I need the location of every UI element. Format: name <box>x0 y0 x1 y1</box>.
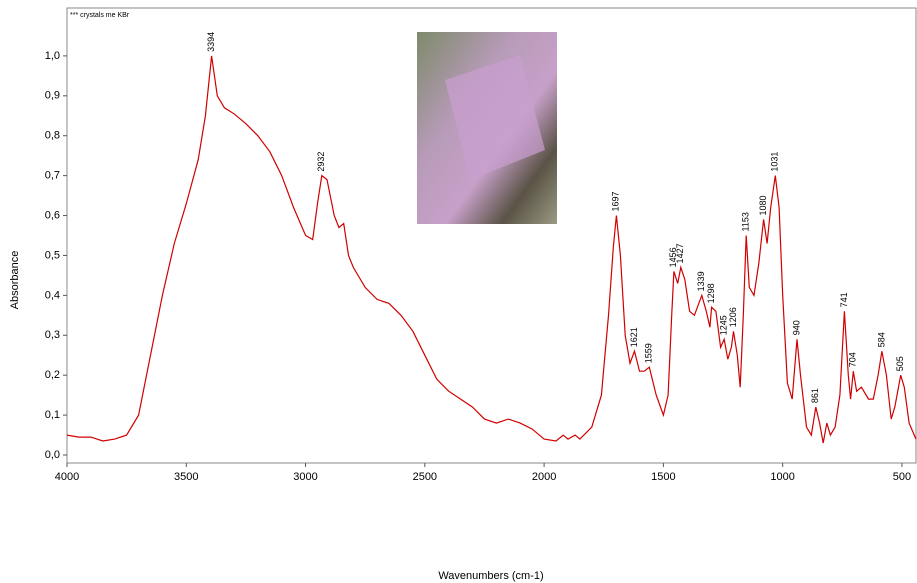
peak-label: 940 <box>791 320 801 335</box>
peak-label: 3394 <box>206 32 216 52</box>
x-tick-label: 1000 <box>770 471 794 483</box>
peak-label: 584 <box>876 332 886 347</box>
peak-label: 704 <box>848 352 858 367</box>
x-tick-label: 4000 <box>55 471 79 483</box>
y-tick-label: 0,7 <box>45 170 60 182</box>
y-tick-label: 0,6 <box>45 209 60 221</box>
y-tick-label: 0,1 <box>45 409 60 421</box>
peak-label: 1031 <box>770 152 780 172</box>
y-axis-label: Absorbance <box>9 251 21 310</box>
peak-label: 1697 <box>611 192 621 212</box>
x-axis-label: Wavenumbers (cm-1) <box>438 570 543 582</box>
peak-label: 1153 <box>741 212 751 231</box>
y-tick-label: 0,0 <box>45 449 60 461</box>
x-tick-label: 3500 <box>174 471 198 483</box>
note: *** crystals me KBr <box>70 12 130 19</box>
peak-label: 1298 <box>706 283 716 303</box>
x-tick-label: 2500 <box>413 471 437 483</box>
plot-frame <box>66 7 917 464</box>
peak-label: 741 <box>839 292 849 307</box>
x-tick-label: 2000 <box>532 471 556 483</box>
peak-label: 505 <box>895 356 905 371</box>
y-tick-label: 1,0 <box>45 50 60 62</box>
peak-label: 861 <box>810 388 820 403</box>
x-tick-label: 3000 <box>293 471 317 483</box>
spectrum-line <box>66 55 917 444</box>
y-tick-label: 0,5 <box>45 249 60 261</box>
peak-label: 2932 <box>316 152 326 172</box>
peak-label: 1427 <box>675 243 685 263</box>
y-tick-label: 0,4 <box>45 289 60 301</box>
peak-label: 1621 <box>629 327 639 347</box>
crystal-shape <box>445 55 545 180</box>
peak-label: 1339 <box>696 271 706 291</box>
peak-label: 1456 <box>668 247 678 267</box>
y-tick-label: 0,3 <box>45 329 60 341</box>
y-tick-label: 0,2 <box>45 369 60 381</box>
peak-label: 1245 <box>719 315 729 335</box>
x-tick-label: 500 <box>893 471 911 483</box>
x-tick-label: 1500 <box>651 471 675 483</box>
peak-label: 1080 <box>758 196 768 216</box>
y-tick-label: 0,9 <box>45 90 60 102</box>
peak-label: 1206 <box>728 307 738 327</box>
y-tick-label: 0,8 <box>45 130 60 142</box>
peak-label: 1559 <box>644 343 654 363</box>
